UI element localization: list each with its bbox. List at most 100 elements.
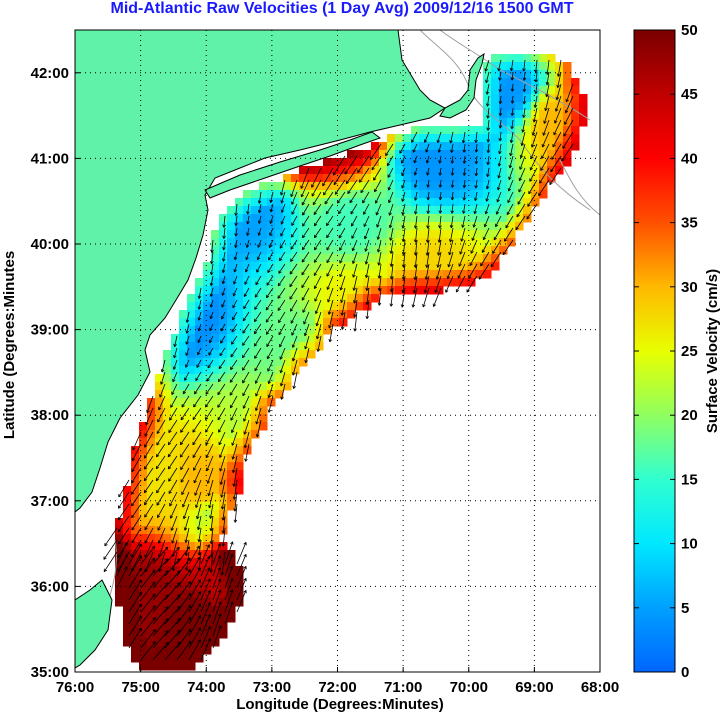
velocity-cell xyxy=(179,494,188,503)
velocity-cell xyxy=(443,198,452,207)
velocity-vector xyxy=(549,167,562,186)
velocity-cell xyxy=(195,318,204,327)
velocity-cell xyxy=(467,150,476,159)
velocity-vector xyxy=(363,215,370,227)
velocity-cell xyxy=(443,126,452,135)
velocity-vector xyxy=(212,613,222,637)
velocity-cell xyxy=(267,342,276,351)
velocity-cell xyxy=(235,398,244,407)
velocity-cell xyxy=(315,206,324,215)
velocity-cell xyxy=(187,478,196,487)
velocity-cell xyxy=(323,190,332,199)
velocity-cell xyxy=(251,422,260,431)
velocity-vector xyxy=(116,554,128,577)
velocity-vector xyxy=(304,347,310,364)
velocity-cell xyxy=(275,286,284,295)
velocity-cell xyxy=(347,214,356,223)
velocity-vector xyxy=(490,251,502,268)
velocity-cell xyxy=(363,262,372,271)
velocity-cell xyxy=(115,590,124,599)
velocity-cell xyxy=(243,446,252,455)
velocity-cell xyxy=(419,198,428,207)
velocity-cell xyxy=(475,230,484,239)
velocity-cell xyxy=(259,358,268,367)
velocity-cell xyxy=(371,166,380,175)
velocity-cell xyxy=(251,246,260,255)
velocity-cell xyxy=(475,206,484,215)
velocity-vector xyxy=(485,71,490,84)
land-cape-cod xyxy=(439,52,485,119)
velocity-cell xyxy=(331,206,340,215)
velocity-cell xyxy=(123,518,132,527)
velocity-cell xyxy=(427,246,436,255)
velocity-cell xyxy=(315,318,324,327)
velocity-cell xyxy=(211,398,220,407)
velocity-vector xyxy=(483,215,490,228)
velocity-vector xyxy=(400,155,406,164)
velocity-vector xyxy=(498,107,503,117)
x-axis-ticks: 76:00 75:00 74:00 73:00 72:00 71:00 70:00 69:00… xyxy=(56,667,619,696)
velocity-cell xyxy=(371,206,380,215)
velocity-cell xyxy=(403,286,412,295)
velocity-cell xyxy=(235,430,244,439)
velocity-cell xyxy=(211,366,220,375)
velocity-cell xyxy=(435,150,444,159)
velocity-cell xyxy=(219,510,228,519)
velocity-cell xyxy=(163,638,172,647)
velocity-cell xyxy=(283,382,292,391)
velocity-vector xyxy=(554,95,562,112)
velocity-cell xyxy=(443,190,452,199)
velocity-cell xyxy=(571,94,580,103)
velocity-vector xyxy=(280,215,286,225)
velocity-vector xyxy=(438,155,442,164)
velocity-cell xyxy=(259,238,268,247)
velocity-vector xyxy=(541,143,550,159)
velocity-vector xyxy=(197,527,202,543)
velocity-cell xyxy=(187,422,196,431)
velocity-vector xyxy=(246,203,250,215)
velocity-cell xyxy=(539,78,548,87)
velocity-vector xyxy=(486,155,490,166)
velocity-cell xyxy=(219,574,228,583)
velocity-cell xyxy=(347,310,356,319)
velocity-cell xyxy=(275,350,284,359)
velocity-vector xyxy=(192,443,202,458)
velocity-cell xyxy=(339,270,348,279)
velocity-cell xyxy=(235,478,244,487)
velocity-cell xyxy=(219,286,228,295)
velocity-cell xyxy=(187,486,196,495)
velocity-cell xyxy=(211,278,220,287)
velocity-cell xyxy=(211,470,220,479)
velocity-cell xyxy=(555,158,564,167)
velocity-cell xyxy=(251,270,260,279)
velocity-cell xyxy=(131,470,140,479)
velocity-cell xyxy=(187,294,196,303)
velocity-vector xyxy=(509,143,514,157)
velocity-vector xyxy=(541,131,550,148)
velocity-vectors xyxy=(103,59,574,661)
velocity-cell xyxy=(155,526,164,535)
velocity-vector xyxy=(197,335,202,343)
velocity-cell xyxy=(139,582,148,591)
velocity-cell xyxy=(131,486,140,495)
velocity-vector xyxy=(449,131,454,144)
velocity-vector xyxy=(254,359,262,372)
velocity-vector xyxy=(486,167,490,178)
velocity-cell xyxy=(523,206,532,215)
velocity-vector xyxy=(498,119,503,129)
velocity-vector xyxy=(221,263,226,273)
velocity-cell xyxy=(267,182,276,191)
velocity-cell xyxy=(363,198,372,207)
velocity-vector xyxy=(562,131,574,149)
velocity-vector xyxy=(140,629,156,649)
velocity-cell xyxy=(211,478,220,487)
velocity-cell xyxy=(363,150,372,159)
velocity-cell xyxy=(451,214,460,223)
velocity-vector xyxy=(218,419,226,433)
velocity-cell xyxy=(419,246,428,255)
velocity-cell xyxy=(243,222,252,231)
velocity-cell xyxy=(195,582,204,591)
velocity-cell xyxy=(339,206,348,215)
velocity-cell xyxy=(307,190,316,199)
velocity-vector xyxy=(280,179,286,196)
